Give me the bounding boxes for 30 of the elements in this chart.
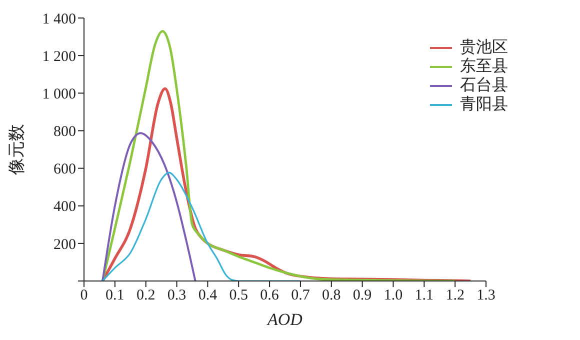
x-tick-label: 0.6 <box>260 288 280 304</box>
x-axis-title: AOD <box>266 310 304 330</box>
y-tick-label: 200 <box>54 236 76 253</box>
line-series <box>102 172 302 281</box>
y-tick-label: 1 000 <box>42 86 76 102</box>
legend-label: 贵池区 <box>460 38 508 57</box>
x-tick-label: 0.4 <box>198 288 218 304</box>
x-tick-label: 1.1 <box>414 288 434 304</box>
line-series <box>102 132 196 281</box>
x-tick-label: 0.1 <box>106 288 124 304</box>
x-tick-label: 1.3 <box>476 288 496 304</box>
y-tick-label: 600 <box>54 162 76 178</box>
x-tick-label: 0.8 <box>322 288 341 304</box>
x-tick-label: 0.9 <box>352 288 372 304</box>
x-tick-label: 0.2 <box>136 288 156 304</box>
line-series <box>101 30 456 281</box>
y-tick-label: 400 <box>54 199 76 216</box>
x-tick-label: 0 <box>80 288 88 304</box>
y-tick-label: 800 <box>54 124 76 140</box>
x-tick-label: 0.7 <box>291 288 310 304</box>
legend-label: 石台县 <box>460 76 508 95</box>
x-tick-label: 0.5 <box>229 288 248 304</box>
legend-label: 东至县 <box>460 57 508 76</box>
x-tick-label: 1.2 <box>446 288 464 304</box>
x-tick-label: 1.0 <box>384 288 403 304</box>
y-tick-label: 1 200 <box>42 48 76 65</box>
y-axis-title: 像元数 <box>7 124 26 175</box>
y-tick-label: 1 400 <box>42 11 76 28</box>
legend-label: 青阳县 <box>460 95 508 114</box>
x-tick-label: 0.3 <box>167 288 186 304</box>
